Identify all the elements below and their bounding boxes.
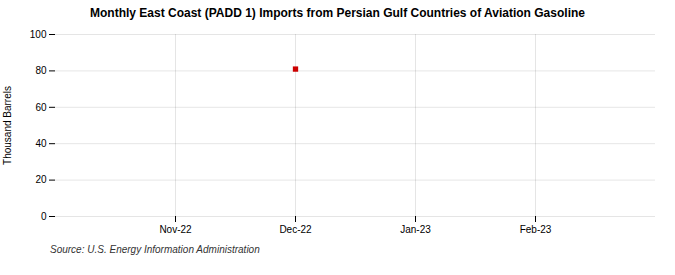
- svg-text:20: 20: [35, 174, 47, 185]
- svg-text:Dec-22: Dec-22: [279, 224, 312, 235]
- html-text:Source: U.S. Energy Informatio: Source: U.S. Energy Information Administ…: [50, 244, 260, 255]
- svg-text:Feb-23: Feb-23: [520, 224, 552, 235]
- svg-text:0: 0: [41, 211, 47, 222]
- svg-text:40: 40: [35, 138, 47, 149]
- svg-text:Thousand Barrels: Thousand Barrels: [2, 86, 13, 165]
- svg-text:Jan-23: Jan-23: [400, 224, 431, 235]
- html-text:Monthly East Coast (PADD 1) Im: Monthly East Coast (PADD 1) Imports from…: [90, 6, 585, 20]
- svg-text:60: 60: [35, 102, 47, 113]
- svg-text:Nov-22: Nov-22: [159, 224, 192, 235]
- svg-text:100: 100: [30, 29, 47, 40]
- svg-text:80: 80: [35, 65, 47, 76]
